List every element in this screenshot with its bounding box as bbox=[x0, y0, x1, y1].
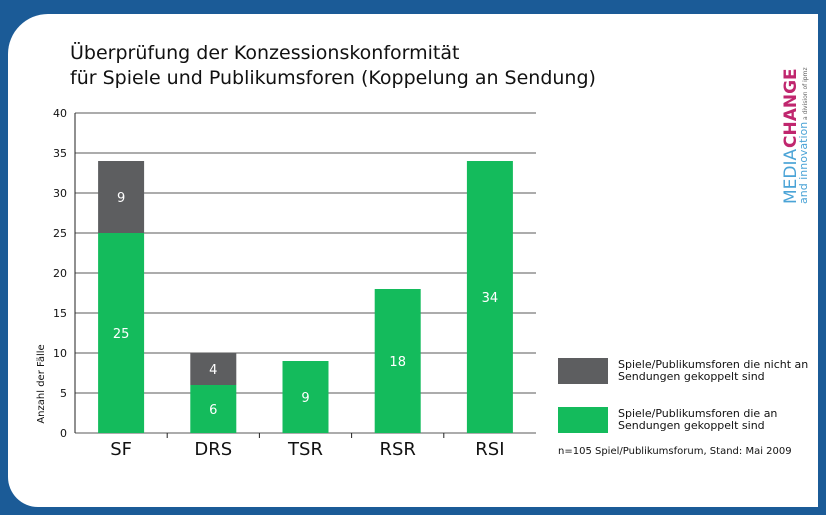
legend-swatch bbox=[558, 407, 608, 433]
y-tick-label: 20 bbox=[53, 267, 67, 280]
bar bbox=[466, 161, 513, 433]
y-tick-label: 15 bbox=[53, 307, 67, 320]
x-tick-label: TSR bbox=[287, 439, 323, 460]
chart: Überprüfung der Konzessionskonformität f… bbox=[36, 41, 810, 460]
bar bbox=[282, 361, 329, 433]
data-label: 4 bbox=[209, 363, 217, 378]
y-tick-label: 5 bbox=[60, 387, 67, 400]
data-label: 6 bbox=[209, 403, 217, 418]
bar bbox=[374, 289, 421, 433]
x-tick-label: SF bbox=[110, 439, 132, 460]
legend-label: Spiele/Publikumsforen die an Sendungen g… bbox=[618, 407, 778, 432]
data-label: 9 bbox=[301, 391, 309, 406]
y-axis-label: Anzahl der Fälle bbox=[36, 344, 47, 423]
frame: Überprüfung der Konzessionskonformität f… bbox=[8, 14, 818, 507]
chart-title: für Spiele und Publikumsforen (Koppelung… bbox=[70, 67, 596, 89]
chart-title: Überprüfung der Konzessionskonformität bbox=[70, 41, 459, 64]
x-tick-label: DRS bbox=[194, 439, 232, 460]
y-tick-label: 30 bbox=[53, 187, 67, 200]
y-tick-label: 40 bbox=[53, 107, 67, 120]
bar bbox=[98, 161, 145, 233]
data-label: 18 bbox=[389, 355, 406, 370]
data-label: 34 bbox=[482, 291, 499, 306]
logo-text: MEDIA bbox=[781, 148, 801, 204]
x-tick-label: RSI bbox=[475, 439, 504, 460]
y-tick-label: 0 bbox=[60, 427, 67, 440]
data-label: 9 bbox=[117, 191, 125, 206]
legend-label: Spiele/Publikumsforen die nicht an Sendu… bbox=[618, 358, 809, 383]
data-label: 25 bbox=[113, 327, 130, 342]
y-tick-label: 35 bbox=[53, 147, 67, 160]
logo-text: and innovation bbox=[797, 122, 810, 204]
bar bbox=[190, 353, 237, 385]
y-tick-label: 25 bbox=[53, 227, 67, 240]
logo: MEDIA CHANGE and innovation a division o… bbox=[781, 67, 810, 204]
legend-swatch bbox=[558, 358, 608, 384]
y-tick-label: 10 bbox=[53, 347, 67, 360]
x-tick-label: RSR bbox=[379, 439, 415, 460]
bar bbox=[98, 233, 145, 433]
logo-text: a division of ipmz bbox=[802, 67, 809, 120]
logo-text: CHANGE bbox=[781, 68, 801, 148]
bar bbox=[190, 385, 237, 433]
footnote: n=105 Spiel/Publikumsforum, Stand: Mai 2… bbox=[558, 446, 792, 457]
